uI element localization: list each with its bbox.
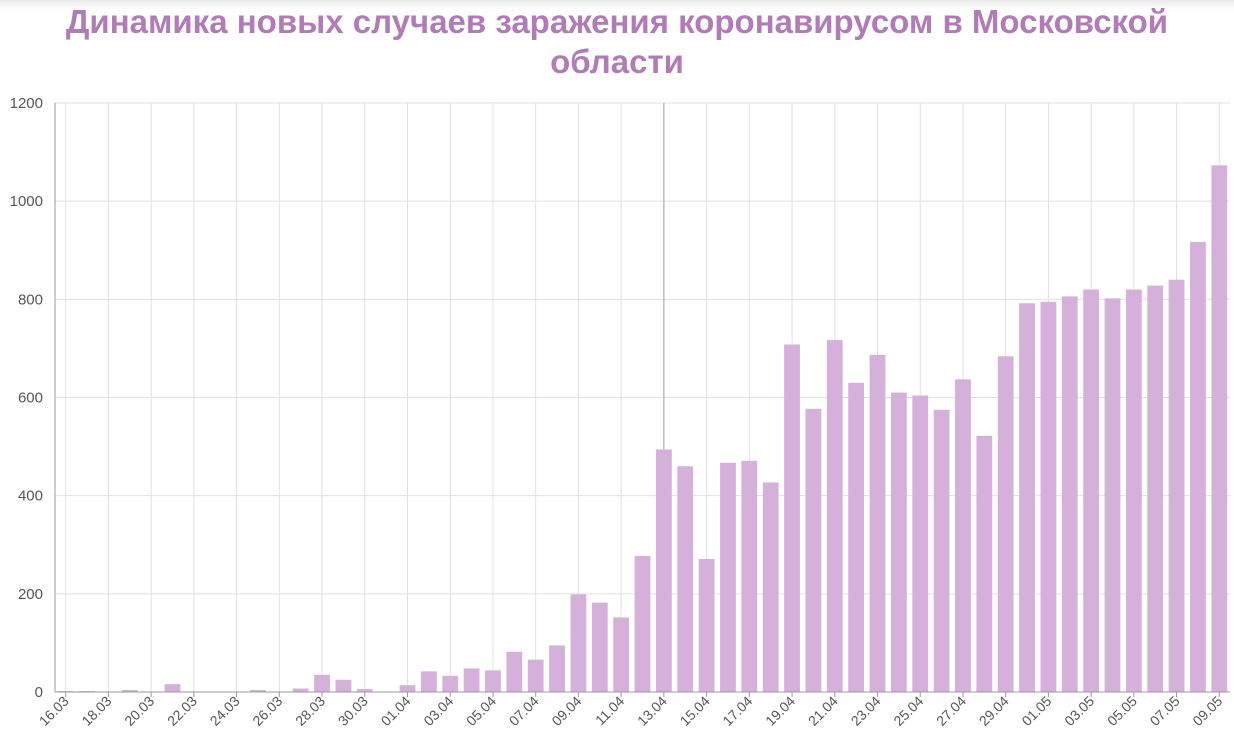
bar-19.04[interactable] [784, 344, 800, 692]
bar-18.04[interactable] [762, 482, 779, 692]
x-tick-label: 23.04 [848, 693, 884, 729]
x-tick-label: 01.05 [1018, 693, 1054, 729]
x-tick-label: 07.05 [1147, 693, 1183, 729]
x-tick-label: 07.04 [506, 693, 542, 729]
x-tick-label: 20.03 [121, 693, 157, 729]
x-tick-label: 25.04 [890, 693, 926, 729]
bar-02.05[interactable] [1061, 296, 1078, 692]
y-tick-labels: 0 200 400 600 800 1000 1200 [10, 95, 43, 701]
x-tick-label: 15.04 [677, 693, 713, 729]
bar-25.03[interactable] [250, 690, 266, 692]
x-tick-label: 11.04 [592, 693, 628, 729]
bar-04.04[interactable] [463, 668, 480, 692]
bar-19.03[interactable] [121, 690, 138, 692]
bar-09.04[interactable] [570, 594, 587, 692]
bar-03.04[interactable] [442, 675, 459, 692]
bar-21.04[interactable] [826, 340, 843, 692]
x-tick-label: 01.04 [378, 693, 414, 729]
bar-05.05[interactable] [1125, 289, 1142, 692]
bar-27.04[interactable] [955, 379, 971, 692]
x-tick-label: 28.03 [292, 693, 328, 729]
x-tick-label: 03.04 [420, 693, 456, 729]
y-tick-label: 800 [18, 291, 43, 308]
x-tick-label: 05.05 [1104, 693, 1140, 729]
bar-04.05[interactable] [1104, 298, 1121, 692]
x-tick-label: 03.05 [1061, 693, 1097, 729]
y-tick-label: 0 [35, 684, 43, 701]
x-tick-label: 22.03 [164, 693, 200, 729]
bar-01.04[interactable] [399, 685, 416, 692]
x-tick-label: 05.04 [463, 693, 499, 729]
x-tick-label: 26.03 [249, 693, 285, 729]
bar-01.05[interactable] [1040, 301, 1057, 692]
bar-12.04[interactable] [634, 556, 651, 692]
bar-03.05[interactable] [1083, 289, 1100, 692]
bar-22.04[interactable] [848, 382, 865, 692]
y-tick-label: 1200 [10, 95, 43, 112]
bar-14.04[interactable] [677, 466, 694, 692]
bar-06.05[interactable] [1147, 285, 1164, 692]
bar-07.04[interactable] [527, 659, 544, 692]
bar-23.04[interactable] [869, 354, 886, 692]
bar-28.03[interactable] [314, 674, 330, 692]
bar-06.04[interactable] [506, 651, 523, 692]
y-tick-label: 400 [18, 488, 43, 505]
x-tick-label: 13.04 [634, 693, 670, 729]
bar-07.05[interactable] [1168, 279, 1185, 692]
x-tick-label: 24.03 [207, 693, 243, 729]
x-tick-label: 30.03 [335, 693, 371, 729]
bar-13.04[interactable] [655, 449, 672, 692]
bar-05.04[interactable] [485, 670, 501, 692]
bar-30.03[interactable] [356, 689, 373, 692]
bar-08.04[interactable] [549, 645, 565, 692]
bars [57, 165, 1228, 693]
x-tick-label: 21.04 [805, 693, 841, 729]
y-tick-label: 1000 [10, 193, 43, 210]
axes [54, 103, 1230, 697]
x-tick-label: 19.04 [762, 693, 798, 729]
bar-08.05[interactable] [1190, 241, 1206, 693]
y-tick-label: 200 [18, 586, 43, 603]
bar-09.05[interactable] [1211, 165, 1228, 693]
bar-26.04[interactable] [933, 409, 950, 692]
bar-02.04[interactable] [420, 671, 437, 692]
y-tick-label: 600 [18, 390, 43, 407]
x-tick-labels: 16.03 18.03 20.03 22.03 24.03 26.03 28.03 30.03… [36, 693, 1226, 729]
bar-24.04[interactable] [890, 392, 907, 692]
bar-17.04[interactable] [741, 460, 758, 692]
x-tick-label: 18.03 [78, 693, 114, 729]
bar-15.04[interactable] [698, 558, 715, 692]
x-tick-label: 09.04 [548, 693, 584, 729]
chart-title: Динамика новых случаев заражения коронав… [65, 3, 1169, 80]
bar-16.04[interactable] [720, 462, 736, 692]
bar-29.04[interactable] [997, 356, 1014, 692]
bar-29.03[interactable] [335, 679, 352, 692]
bar-11.04[interactable] [613, 617, 630, 692]
bar-21.03[interactable] [164, 684, 181, 692]
top-shadow [0, 0, 1234, 10]
x-tick-label: 27.04 [933, 693, 969, 729]
bar-28.04[interactable] [976, 435, 993, 692]
x-tick-label: 17.04 [719, 693, 755, 729]
x-tick-label: 29.04 [976, 693, 1012, 729]
x-tick-label: 09.05 [1189, 693, 1225, 729]
bar-10.04[interactable] [591, 602, 608, 692]
bar-25.04[interactable] [912, 395, 929, 692]
bar-30.04[interactable] [1019, 303, 1035, 692]
bar-20.04[interactable] [805, 408, 822, 692]
bar-27.03[interactable] [292, 688, 309, 692]
